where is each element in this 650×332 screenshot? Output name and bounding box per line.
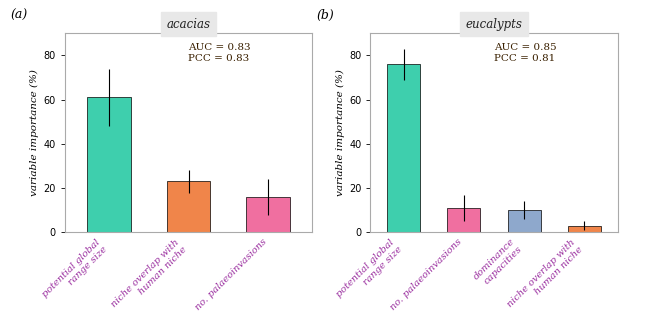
Y-axis label: variable importance (%): variable importance (%) bbox=[336, 69, 345, 196]
Bar bbox=[508, 210, 541, 232]
Text: AUC = 0.83
PCC = 0.83: AUC = 0.83 PCC = 0.83 bbox=[188, 43, 251, 62]
Text: (b): (b) bbox=[316, 9, 334, 22]
Y-axis label: variable importance (%): variable importance (%) bbox=[31, 69, 40, 196]
Bar bbox=[166, 182, 211, 232]
Title: acacias: acacias bbox=[166, 18, 211, 31]
Text: (a): (a) bbox=[10, 9, 28, 22]
Title: eucalypts: eucalypts bbox=[465, 18, 523, 31]
Text: AUC = 0.85
PCC = 0.81: AUC = 0.85 PCC = 0.81 bbox=[494, 43, 556, 62]
Bar bbox=[387, 64, 420, 232]
Bar bbox=[447, 208, 480, 232]
Bar bbox=[87, 97, 131, 232]
Bar bbox=[246, 197, 290, 232]
Bar bbox=[568, 226, 601, 232]
